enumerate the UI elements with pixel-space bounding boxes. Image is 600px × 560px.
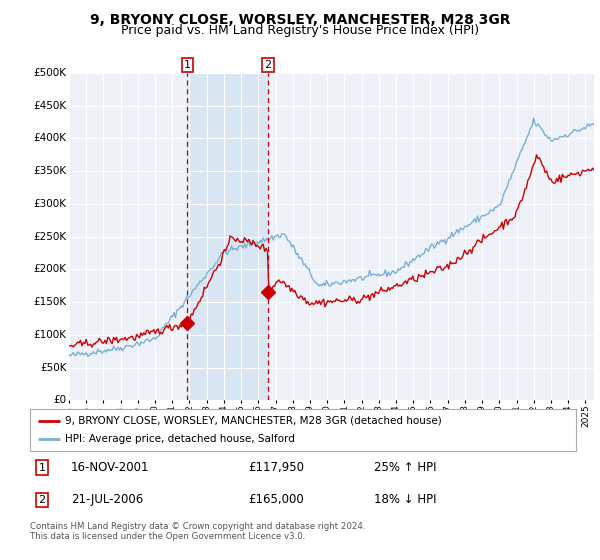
Text: 21-JUL-2006: 21-JUL-2006 xyxy=(71,493,143,506)
Text: 25% ↑ HPI: 25% ↑ HPI xyxy=(374,461,436,474)
Bar xyxy=(187,73,268,400)
Text: £250K: £250K xyxy=(33,232,67,241)
Text: £150K: £150K xyxy=(33,297,67,307)
Text: £300K: £300K xyxy=(34,199,67,209)
Text: 18% ↓ HPI: 18% ↓ HPI xyxy=(374,493,436,506)
Text: £117,950: £117,950 xyxy=(248,461,304,474)
Text: £200K: £200K xyxy=(34,264,67,274)
Text: Contains HM Land Registry data © Crown copyright and database right 2024.
This d: Contains HM Land Registry data © Crown c… xyxy=(30,522,365,542)
Text: 1: 1 xyxy=(184,60,191,70)
Text: HPI: Average price, detached house, Salford: HPI: Average price, detached house, Salf… xyxy=(65,434,295,444)
Text: £165,000: £165,000 xyxy=(248,493,304,506)
Text: 1: 1 xyxy=(38,463,46,473)
Text: £100K: £100K xyxy=(34,330,67,340)
Text: Price paid vs. HM Land Registry's House Price Index (HPI): Price paid vs. HM Land Registry's House … xyxy=(121,24,479,38)
Text: £50K: £50K xyxy=(40,363,67,372)
Text: 9, BRYONY CLOSE, WORSLEY, MANCHESTER, M28 3GR (detached house): 9, BRYONY CLOSE, WORSLEY, MANCHESTER, M2… xyxy=(65,416,442,426)
Text: £350K: £350K xyxy=(33,166,67,176)
Text: 2: 2 xyxy=(264,60,271,70)
Text: 9, BRYONY CLOSE, WORSLEY, MANCHESTER, M28 3GR: 9, BRYONY CLOSE, WORSLEY, MANCHESTER, M2… xyxy=(90,13,510,27)
Text: 2: 2 xyxy=(38,495,46,505)
Text: £0: £0 xyxy=(53,395,67,405)
Text: £450K: £450K xyxy=(33,101,67,110)
Text: 16-NOV-2001: 16-NOV-2001 xyxy=(71,461,149,474)
Text: £500K: £500K xyxy=(34,68,67,78)
Text: £400K: £400K xyxy=(34,133,67,143)
